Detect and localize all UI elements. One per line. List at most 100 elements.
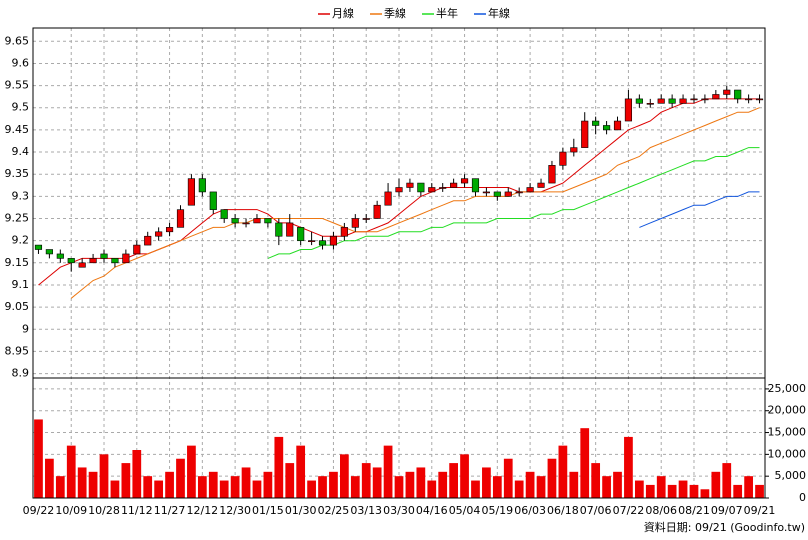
- candle-body: [624, 98, 633, 122]
- legend-label: 季線: [384, 6, 406, 20]
- volume-bar: [471, 480, 480, 498]
- candle-body: [701, 98, 709, 101]
- volume-bar: [645, 484, 655, 498]
- x-tick-label: 06/03: [514, 504, 546, 517]
- volume-bar: [285, 463, 295, 498]
- volume-bar: [536, 476, 546, 498]
- volume-bar: [187, 445, 196, 498]
- x-tick-label: 10/28: [88, 504, 120, 517]
- volume-bar: [591, 463, 601, 498]
- candle-body: [690, 98, 698, 101]
- y-tick-label: 9.05: [5, 300, 30, 313]
- candle-body: [592, 120, 600, 126]
- candle-body: [122, 253, 130, 264]
- candle-body: [417, 182, 425, 193]
- candle-body: [657, 98, 665, 104]
- volume-bar: [427, 480, 437, 498]
- x-tick-label: 07/06: [580, 504, 612, 517]
- x-tick-label: 09/07: [711, 504, 743, 517]
- volume-bar: [755, 484, 764, 498]
- volume-bar: [296, 445, 306, 498]
- candle-body: [165, 227, 174, 233]
- volume-bar: [689, 484, 699, 498]
- candle-body: [45, 249, 53, 255]
- plot-frame: [32, 27, 766, 499]
- volume-bar: [722, 463, 732, 498]
- candle-body: [373, 204, 381, 219]
- volume-bar: [34, 419, 43, 498]
- x-tick-label: 09/21: [744, 504, 776, 517]
- volume-bar: [372, 467, 382, 498]
- x-tick-label: 10/09: [55, 504, 87, 517]
- x-tick-label: 12/12: [186, 504, 218, 517]
- volume-bar: [438, 471, 448, 498]
- candle-body: [471, 178, 480, 193]
- x-tick-label: 06/18: [547, 504, 579, 517]
- volume-bar: [263, 471, 273, 498]
- candle-body: [734, 89, 742, 100]
- volume-bar: [361, 463, 371, 498]
- volume-bar: [525, 471, 535, 498]
- candle-body: [264, 218, 272, 224]
- volume-bar: [613, 471, 622, 498]
- candle-body: [340, 227, 348, 237]
- volume-bar: [318, 476, 327, 498]
- y-tick-label: 8.9: [12, 367, 30, 380]
- volume-bar: [329, 471, 338, 498]
- x-tick-label: 01/15: [252, 504, 284, 517]
- footnote: 資料日期: 09/21 (Goodinfo.tw): [644, 520, 805, 534]
- y-tick-label: 9.6: [12, 56, 30, 69]
- x-tick-label: 05/19: [481, 504, 513, 517]
- candle-body: [515, 191, 523, 194]
- volume-bar: [154, 480, 164, 498]
- candle-body: [362, 218, 370, 220]
- volume-bar: [569, 471, 579, 498]
- volume-bar: [624, 436, 633, 498]
- candle-body: [450, 182, 458, 188]
- candle-body: [242, 222, 250, 225]
- volume-bar: [132, 450, 142, 498]
- candle-body: [253, 218, 261, 224]
- ma-line: [267, 147, 760, 259]
- y-tick-label: 9.15: [5, 256, 30, 269]
- candle-body: [351, 218, 359, 228]
- candle-body: [176, 209, 185, 228]
- volume-bar: [219, 480, 229, 498]
- candle-body: [745, 98, 753, 101]
- candle-body: [668, 98, 676, 104]
- candle-body: [56, 253, 64, 259]
- legend-label: 月線: [332, 6, 354, 20]
- volume-bar: [77, 467, 87, 498]
- volume-bar: [667, 484, 677, 498]
- candle-body: [198, 178, 206, 193]
- candle-body: [504, 191, 512, 197]
- volume-bar: [580, 428, 590, 498]
- volume-bar: [230, 476, 240, 498]
- volume-bar: [176, 458, 185, 498]
- legend-label: 半年: [436, 6, 458, 20]
- ma-line: [639, 191, 760, 228]
- volume-bar: [110, 480, 120, 498]
- x-tick-label: 03/30: [383, 504, 415, 517]
- volume-bar: [634, 480, 644, 498]
- candle-body: [723, 89, 731, 95]
- candle-body: [100, 253, 108, 259]
- candle-body: [635, 98, 643, 104]
- x-tick-label: 11/12: [121, 504, 153, 517]
- volume-bar: [449, 463, 458, 498]
- y2-tick-label: 25,000: [768, 382, 807, 395]
- volume-bar: [700, 489, 710, 498]
- candle-body: [526, 187, 534, 193]
- legend-label: 年線: [488, 6, 510, 20]
- volume-bar: [602, 476, 611, 498]
- volume-bar: [733, 484, 743, 498]
- volume-bar: [340, 454, 349, 498]
- volume-bar: [678, 480, 688, 498]
- y-tick-label: 9.35: [5, 167, 30, 180]
- volume-bar: [165, 471, 174, 498]
- volume-bar: [307, 480, 316, 498]
- x-tick-label: 03/13: [350, 504, 382, 517]
- volume-bar: [547, 458, 557, 498]
- marks: [34, 85, 764, 498]
- x-tick-label: 08/21: [678, 504, 710, 517]
